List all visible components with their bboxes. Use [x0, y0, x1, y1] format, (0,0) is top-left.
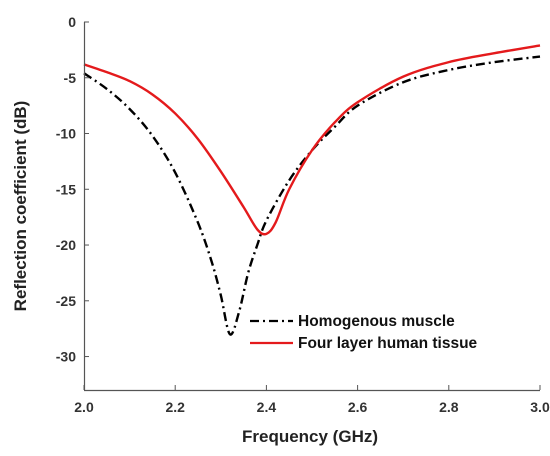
series-line-1: [83, 44, 541, 236]
y-tick-label: -10: [56, 126, 76, 142]
y-tick-label: -5: [64, 70, 77, 86]
y-tick-label: 0: [68, 14, 76, 30]
x-tick-label: 2.0: [74, 399, 94, 415]
x-tick-label: 3.0: [530, 399, 550, 415]
x-axis-title: Frequency (GHz): [242, 427, 378, 446]
y-tick-label: -20: [56, 237, 76, 253]
y-tick-label: -25: [56, 293, 76, 309]
plot-area: [84, 22, 540, 390]
y-axis-title: Reflection coefficient (dB): [11, 101, 30, 312]
legend: Homogenous muscle Four layer human tissu…: [250, 313, 478, 352]
x-tick-label: 2.8: [439, 399, 459, 415]
y-tick-label: -15: [56, 181, 76, 197]
legend-label-four-layer-tissue: Four layer human tissue: [298, 335, 478, 352]
y-tick-label: -30: [56, 349, 76, 365]
ticks-layer: 2.0 2.2 2.4 2.6 2.8 3.0 0 -5 -10 -15 -20 -25 -30: [56, 14, 550, 415]
x-tick-label: 2.4: [257, 399, 277, 415]
series-line-0: [83, 55, 541, 336]
lines-layer: [83, 44, 541, 336]
x-tick-label: 2.2: [165, 399, 185, 415]
x-tick-label: 2.6: [348, 399, 368, 415]
legend-label-homogenous-muscle: Homogenous muscle: [298, 313, 455, 330]
